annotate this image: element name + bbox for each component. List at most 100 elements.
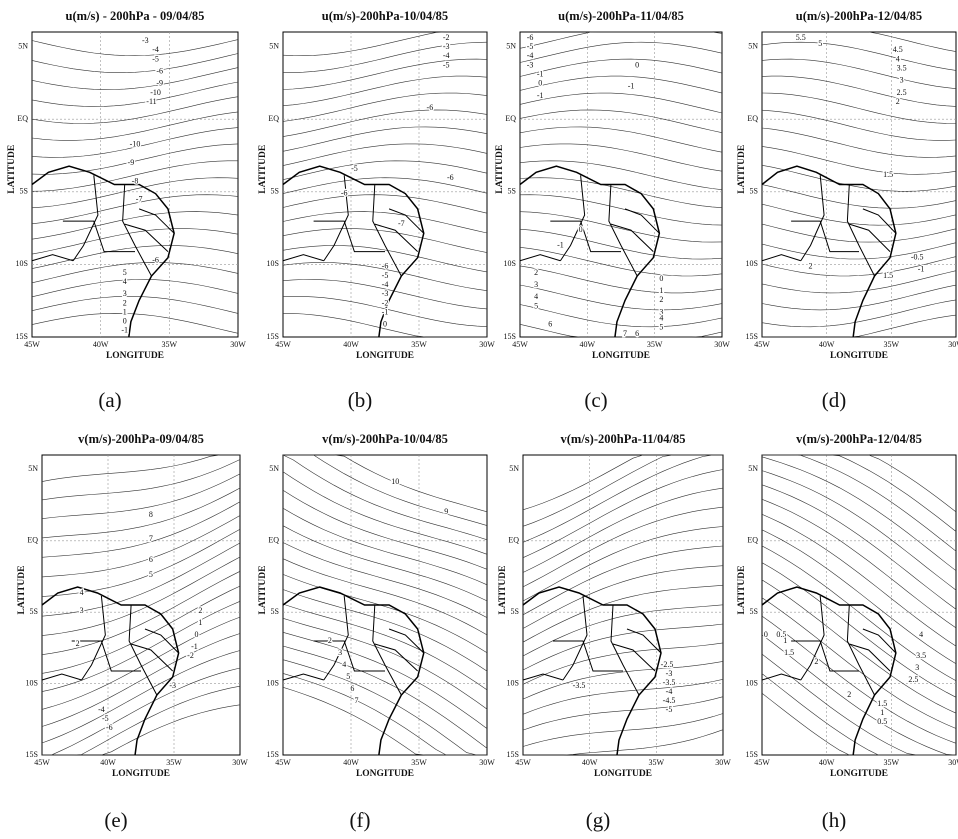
contour-line [31, 279, 239, 298]
state-border [31, 254, 74, 262]
contour-label: 6 [635, 329, 639, 338]
contour-line [522, 604, 724, 657]
x-tick-label: 45W [24, 340, 40, 349]
contour-line [282, 262, 488, 291]
contour-line [282, 31, 487, 57]
y-tick-label: 10S [267, 678, 279, 687]
contour-line [761, 184, 957, 209]
contour-label: 0 [579, 225, 583, 234]
state-border [372, 184, 402, 277]
y-tick-label: 5N [269, 41, 279, 50]
y-tick-label: 15S [26, 750, 38, 759]
contour-label: -8 [132, 176, 139, 185]
contour-label: -4 [443, 51, 450, 60]
x-axis-label: LONGITUDE [830, 769, 888, 779]
contour-line [761, 692, 956, 756]
state-border [282, 254, 324, 262]
map-panel: v(m/s)-200hPa-12/04/850 0.511.52243.532.5… [737, 432, 958, 832]
x-tick-label: 40W [819, 340, 835, 349]
state-border [612, 643, 656, 672]
state-border [282, 673, 324, 681]
y-tick-label: 10S [746, 678, 758, 687]
contour-line [761, 562, 957, 698]
contour-label: -10 [130, 140, 141, 149]
x-tick-label: 35W [884, 340, 900, 349]
contour-label: 2 [534, 268, 538, 277]
y-tick-label: 15S [267, 750, 279, 759]
contour-line [282, 58, 488, 90]
contour-label: 5 [123, 268, 127, 277]
panel-title: u(m/s) - 200hPa - 09/04/85 [66, 9, 205, 23]
panel-label: (h) [822, 808, 847, 832]
y-tick-label: 15S [507, 750, 519, 759]
state-border [624, 208, 660, 234]
state-border [849, 223, 891, 252]
contour-label: 10 [391, 477, 399, 486]
y-tick-label: 15S [746, 750, 758, 759]
contour-line [41, 556, 241, 636]
panel-label: (c) [584, 388, 607, 412]
contour-line [761, 470, 957, 591]
contour-label: 0 [659, 274, 663, 283]
contour-label: 4 [123, 277, 127, 286]
contour-label: -1 [537, 70, 544, 79]
contour-label: -3.5 [663, 678, 676, 687]
x-tick-label: 40W [343, 758, 359, 767]
contour-label: -3 [169, 681, 176, 690]
contour-label: -9 [128, 158, 135, 167]
y-tick-label: 5S [271, 187, 279, 196]
state-border [372, 604, 402, 696]
contour-label: 4.5 [893, 45, 903, 54]
contour-line [31, 228, 239, 255]
contour-line [522, 679, 724, 715]
contour-line [41, 601, 241, 692]
contour-label: -2.5 [661, 660, 674, 669]
contour-line [761, 484, 957, 610]
y-tick-label: 5N [748, 464, 758, 473]
y-axis-label: LATITUDE [258, 566, 268, 615]
contour-label: 0 [764, 630, 768, 639]
contour-line [282, 490, 488, 570]
contour-line [282, 211, 488, 234]
y-tick-label: 10S [507, 678, 519, 687]
state-border [846, 604, 875, 696]
contour-line [519, 247, 723, 277]
contour-label: -4 [98, 705, 105, 714]
contour-label: 2 [896, 97, 900, 106]
contour-label: -6 [106, 723, 113, 732]
panel-title: u(m/s)-200hPa-12/04/85 [796, 9, 922, 23]
contour-line [42, 704, 241, 756]
contour-line [761, 545, 957, 682]
y-tick-label: 5S [750, 607, 758, 616]
contour-line [519, 211, 723, 243]
x-tick-label: 40W [343, 340, 359, 349]
contour-line [41, 515, 241, 578]
x-tick-label: 40W [93, 340, 109, 349]
x-tick-label: 45W [34, 758, 50, 767]
contour-label: 3.5 [916, 651, 926, 660]
contour-line [42, 685, 241, 756]
contour-label: 5 [346, 672, 350, 681]
contour-label: -7 [398, 219, 405, 228]
x-axis-label: LONGITUDE [356, 351, 414, 361]
y-tick-label: 5N [269, 464, 279, 473]
contour-label: 0 [383, 320, 387, 329]
state-border [862, 208, 897, 234]
x-tick-label: 40W [819, 758, 835, 767]
state-border [138, 208, 175, 234]
state-border [122, 184, 152, 277]
y-tick-label: 5S [508, 187, 516, 196]
x-tick-label: 30W [948, 340, 958, 349]
contour-label: 1.5 [883, 271, 893, 280]
y-tick-label: 5N [748, 41, 758, 50]
contour-line [41, 633, 241, 727]
contour-line [522, 545, 724, 616]
contour-line [762, 454, 957, 552]
coastline [41, 586, 180, 756]
x-tick-label: 40W [580, 340, 596, 349]
contour-label: 0 [538, 79, 542, 88]
contour-line [41, 454, 240, 482]
contour-label: 3 [123, 289, 127, 298]
y-tick-label: 5S [271, 607, 279, 616]
x-tick-label: 30W [232, 758, 248, 767]
